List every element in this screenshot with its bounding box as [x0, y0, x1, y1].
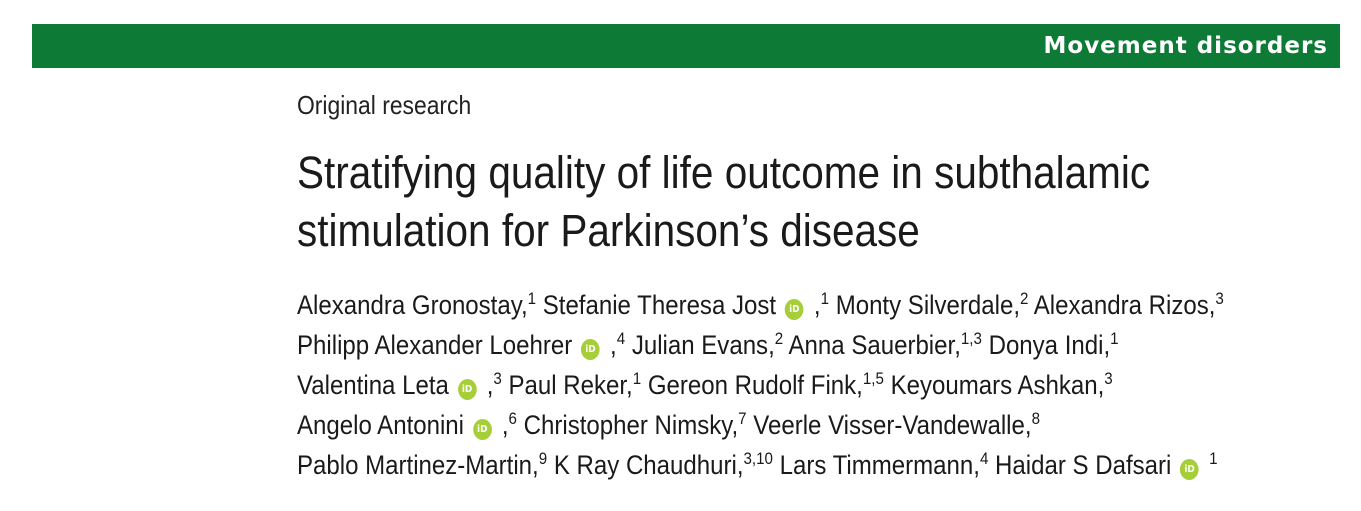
affiliation-ref: 1 — [632, 369, 642, 388]
affiliation-ref: 1 — [1110, 329, 1119, 348]
author-name: Stefanie Theresa Jost — [536, 290, 777, 320]
separator: , — [807, 290, 821, 320]
author-name: Christopher Nimsky, — [516, 410, 739, 440]
orcid-icon[interactable]: iD — [457, 379, 477, 400]
author-name: Lars Timmermann, — [772, 450, 980, 480]
affiliation-ref: 3 — [493, 369, 502, 388]
author-name: Anna Sauerbier, — [783, 330, 961, 360]
affiliation-ref: 1,5 — [862, 369, 884, 388]
author-name: Philipp Alexander Loehrer — [297, 330, 573, 360]
affiliation-ref: 1 — [527, 289, 537, 308]
orcid-icon[interactable]: iD — [784, 299, 804, 320]
author-name: Paul Reker, — [501, 370, 633, 400]
author-list: Alexandra Gronostay,1 Stefanie Theresa J… — [297, 285, 1334, 485]
author-name: Donya Indi, — [981, 330, 1111, 360]
affiliation-ref: 1,3 — [960, 329, 982, 348]
orcid-icon[interactable]: iD — [472, 419, 492, 440]
affiliation-ref: 2 — [774, 329, 784, 348]
author-line: Alexandra Gronostay,1 Stefanie Theresa J… — [297, 285, 1334, 325]
author-line: Angelo Antonini iD ,6 Christopher Nimsky,… — [297, 405, 1334, 445]
separator: , — [603, 330, 617, 360]
author-name: Monty Silverdale, — [829, 290, 1020, 320]
affiliation-ref: 8 — [1031, 409, 1040, 428]
orcid-icon[interactable]: iD — [581, 339, 600, 360]
affiliation-ref: 9 — [538, 449, 548, 468]
author-name: Angelo Antonini — [297, 410, 465, 440]
title-line: stimulation for Parkinson’s disease — [297, 205, 920, 256]
author-name: Pablo Martinez-Martin, — [297, 450, 539, 480]
affiliation-ref: 2 — [1019, 289, 1029, 308]
article-title: Stratifying quality of life outcome in s… — [297, 144, 1323, 260]
orcid-icon[interactable]: iD — [1180, 459, 1199, 480]
affiliation-ref: 1 — [1209, 449, 1218, 468]
author-name: Keyoumars Ashkan, — [883, 370, 1105, 400]
author-name: Haidar S Dafsari — [988, 450, 1172, 480]
article-type: Original research — [297, 90, 472, 120]
affiliation-ref: 7 — [738, 409, 747, 428]
affiliation-ref: 4 — [616, 329, 626, 348]
section-name: Movement disorders — [1043, 33, 1328, 59]
author-name: Gereon Rudolf Fink, — [641, 370, 863, 400]
affiliation-ref: 6 — [508, 409, 517, 428]
affiliation-ref: 3 — [1215, 289, 1224, 308]
author-name: Veerle Visser-Vandewalle, — [746, 410, 1032, 440]
separator: , — [495, 410, 509, 440]
author-name: K Ray Chaudhuri, — [547, 450, 744, 480]
author-name: Valentina Leta — [297, 370, 449, 400]
author-name: Julian Evans, — [625, 330, 775, 360]
author-name: Alexandra Rizos, — [1028, 290, 1216, 320]
author-name: Alexandra Gronostay, — [297, 290, 528, 320]
author-line: Valentina Leta iD ,3 Paul Reker,1 Gereon … — [297, 365, 1334, 405]
affiliation-ref: 3 — [1104, 369, 1113, 388]
title-line: Stratifying quality of life outcome in s… — [297, 147, 1151, 198]
affiliation-ref: 4 — [979, 449, 989, 468]
affiliation-ref: 1 — [820, 289, 830, 308]
author-line: Philipp Alexander Loehrer iD ,4 Julian Ev… — [297, 325, 1334, 365]
author-line: Pablo Martinez-Martin,9 K Ray Chaudhuri,… — [297, 445, 1334, 485]
affiliation-ref: 3,10 — [743, 449, 773, 468]
journal-section-banner: Movement disorders — [32, 24, 1340, 68]
separator — [1202, 450, 1209, 480]
separator: , — [480, 370, 494, 400]
